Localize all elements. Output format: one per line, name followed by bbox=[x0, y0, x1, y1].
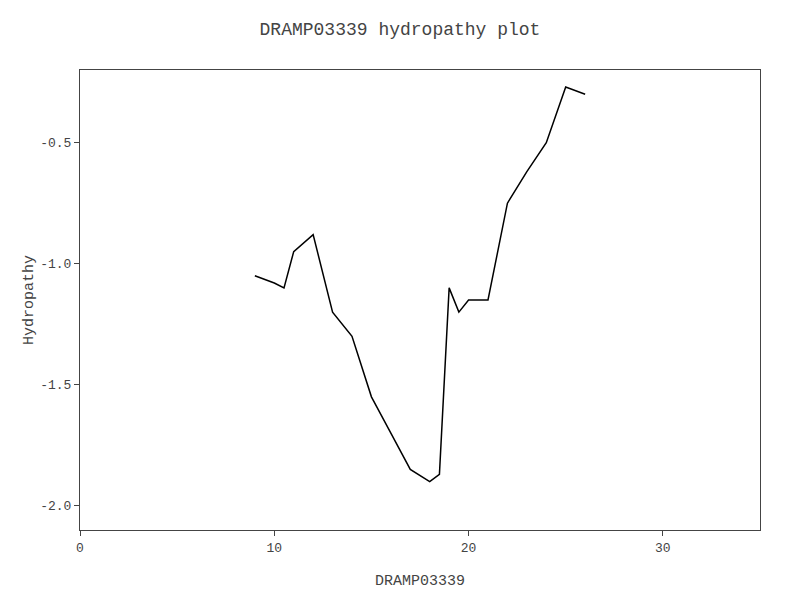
svg-text:30: 30 bbox=[655, 541, 671, 556]
svg-text:Hydropathy: Hydropathy bbox=[21, 255, 38, 345]
svg-text:10: 10 bbox=[266, 541, 282, 556]
svg-text:DRAMP03339 hydropathy plot: DRAMP03339 hydropathy plot bbox=[260, 20, 541, 40]
svg-text:DRAMP03339: DRAMP03339 bbox=[375, 573, 465, 590]
svg-text:-2.0: -2.0 bbox=[40, 499, 71, 514]
svg-text:-1.0: -1.0 bbox=[40, 257, 71, 272]
svg-text:-0.5: -0.5 bbox=[40, 136, 71, 151]
svg-text:0: 0 bbox=[76, 541, 84, 556]
svg-text:20: 20 bbox=[461, 541, 477, 556]
svg-text:-1.5: -1.5 bbox=[40, 378, 71, 393]
